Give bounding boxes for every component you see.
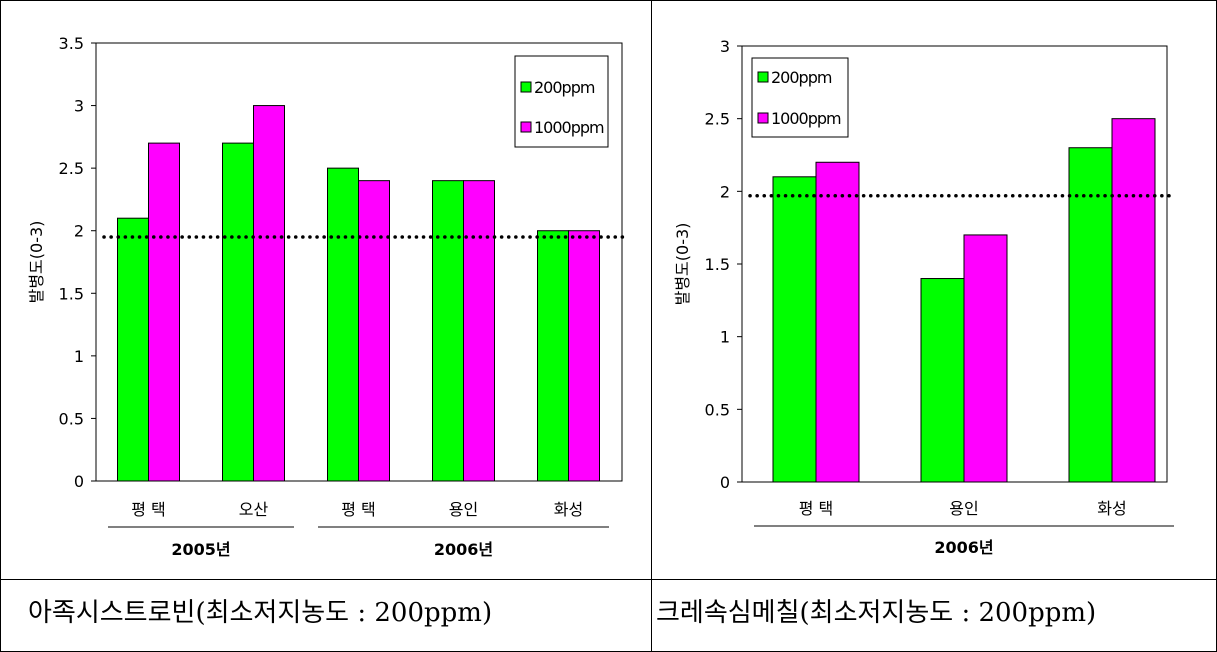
chart-right: 0 0.5 1 1.5 2 2.5 3 발병도(0-3) 평 택 용인 화성 2006년 200ppm 1… bbox=[673, 37, 1175, 557]
y-tick-label: 0.5 bbox=[59, 409, 84, 428]
y-tick-label: 2 bbox=[74, 222, 84, 241]
y-tick-label: 1 bbox=[720, 328, 730, 347]
y-tick-label: 3.5 bbox=[59, 34, 84, 53]
legend-label: 200ppm bbox=[771, 68, 832, 87]
bar-200ppm-1 bbox=[920, 278, 965, 483]
bar-1000ppm-2 bbox=[1111, 118, 1156, 483]
y-tick-label: 0.5 bbox=[705, 400, 730, 419]
x-category-label: 화성 bbox=[554, 500, 583, 519]
y-tick-label: 2.5 bbox=[705, 110, 730, 129]
bar-200ppm-0 bbox=[772, 176, 817, 483]
x-category-label: 용인 bbox=[449, 500, 478, 519]
caption-right: 크레속심메칠(최소저지농도 : 200ppm) bbox=[656, 598, 1097, 628]
y-tick-label: 1.5 bbox=[59, 284, 84, 303]
y-axis-label: 발병도(0-3) bbox=[27, 221, 46, 304]
bar-1000ppm-0 bbox=[148, 142, 180, 482]
bar-1000ppm-1 bbox=[253, 105, 285, 482]
bar-200ppm-4 bbox=[537, 230, 569, 482]
bar-200ppm-3 bbox=[432, 180, 464, 482]
bar-200ppm-2 bbox=[327, 167, 359, 482]
bar-1000ppm-0 bbox=[815, 161, 860, 483]
group-label: 2006년 bbox=[434, 540, 493, 559]
y-tick-label: 0 bbox=[720, 473, 730, 492]
chart-left: 0 0.5 1 1.5 2 2.5 3 3.5 발병도(0-3) 평 택 오산 평 택 용인 화성 2005… bbox=[27, 34, 630, 559]
group-label: 2005년 bbox=[171, 540, 230, 559]
x-category-label: 화성 bbox=[1097, 499, 1126, 518]
y-tick-label: 3 bbox=[720, 37, 730, 56]
legend-label: 200ppm bbox=[534, 78, 595, 97]
legend-label: 1000ppm bbox=[771, 109, 841, 128]
x-category-label: 평 택 bbox=[341, 500, 376, 519]
legend-swatch bbox=[757, 71, 769, 83]
legend-swatch bbox=[520, 81, 532, 93]
legend-swatch bbox=[757, 112, 769, 124]
bar-1000ppm-3 bbox=[463, 180, 495, 482]
bar-1000ppm-1 bbox=[963, 234, 1008, 483]
bar-200ppm-1 bbox=[222, 142, 254, 482]
y-tick-label: 1 bbox=[74, 347, 84, 366]
bar-1000ppm-4 bbox=[568, 230, 600, 482]
y-axis-label: 발병도(0-3) bbox=[673, 223, 692, 306]
y-tick-label: 2.5 bbox=[59, 159, 84, 178]
legend-label: 1000ppm bbox=[534, 118, 604, 137]
x-category-label: 오산 bbox=[239, 500, 269, 519]
x-category-label: 평 택 bbox=[131, 500, 166, 519]
caption-left: 아족시스트로빈(최소저지농도 : 200ppm) bbox=[28, 598, 493, 628]
x-category-label: 용인 bbox=[949, 499, 978, 518]
bar-200ppm-2 bbox=[1068, 147, 1113, 483]
y-tick-label: 3 bbox=[74, 97, 84, 116]
bar-1000ppm-2 bbox=[358, 180, 390, 482]
x-category-label: 평 택 bbox=[799, 499, 834, 518]
y-tick-label: 2 bbox=[720, 182, 730, 201]
y-tick-label: 1.5 bbox=[705, 255, 730, 274]
legend-box bbox=[751, 57, 849, 138]
legend-swatch bbox=[520, 121, 532, 133]
bar-200ppm-0 bbox=[117, 217, 149, 482]
group-label: 2006년 bbox=[934, 538, 993, 557]
y-tick-label: 0 bbox=[74, 472, 84, 491]
